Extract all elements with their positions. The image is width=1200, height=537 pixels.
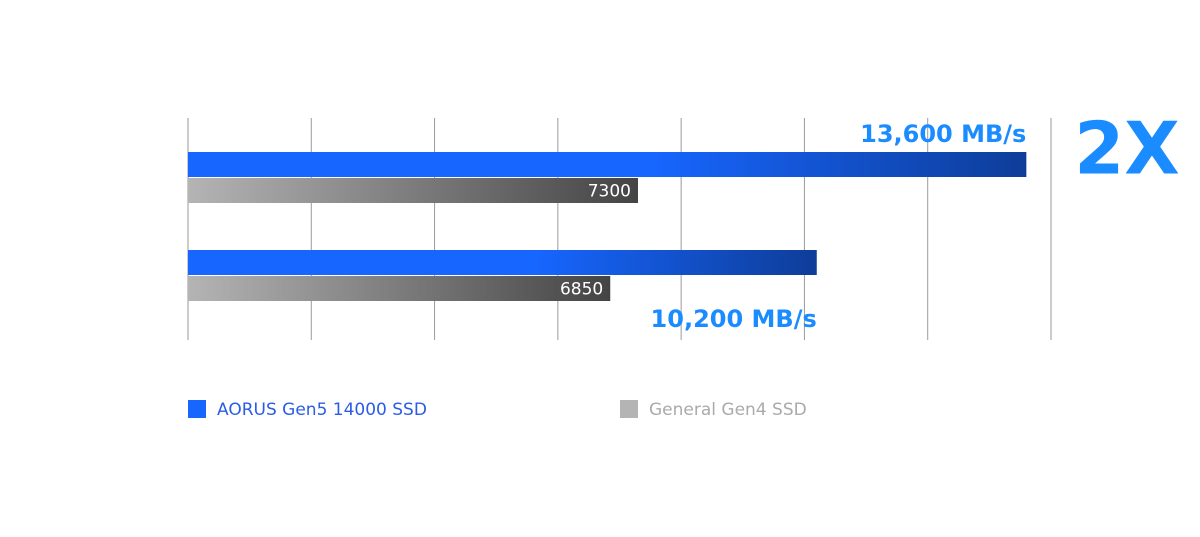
annotation: 2X [1074,107,1180,191]
bar [188,152,1027,177]
bar [188,276,611,301]
value-label: 13,600 MB/s [860,120,1026,148]
legend-swatch [188,400,206,418]
legend-label: AORUS Gen5 14000 SSD [217,400,427,420]
bar [188,178,638,203]
value-label: 7300 [588,182,631,202]
value-label: 10,200 MB/s [651,305,817,333]
bar [188,250,817,275]
value-label: 6850 [560,280,603,300]
legend-swatch [620,400,638,418]
legend-label: General Gen4 SSD [649,400,807,420]
